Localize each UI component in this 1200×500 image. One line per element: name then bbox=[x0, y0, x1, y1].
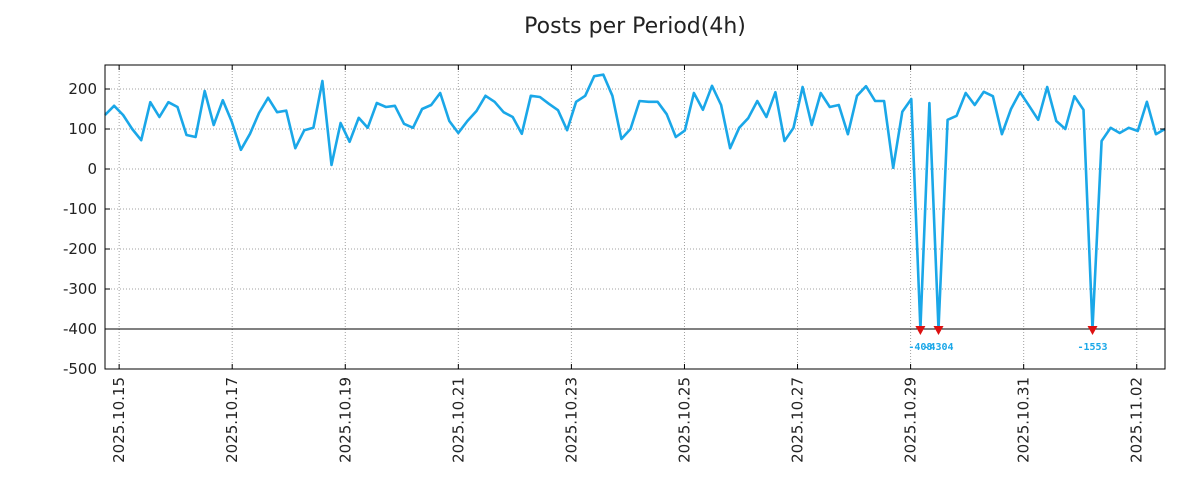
x-axis-ticks: 2025.10.15 2025.10.17 2025.10.19 2025.10.21… bbox=[110, 65, 1146, 463]
x-tick-label: 2025.10.27 bbox=[789, 377, 807, 463]
y-tick-label: 100 bbox=[68, 120, 97, 138]
x-tick-label: 2025.10.17 bbox=[223, 377, 241, 463]
grid-layer bbox=[105, 65, 1165, 369]
annotation-label: -1553 bbox=[1077, 342, 1107, 353]
y-tick-label: 200 bbox=[68, 80, 97, 98]
x-tick-label: 2025.11.02 bbox=[1128, 377, 1146, 463]
annotation-label: -408 bbox=[908, 342, 932, 353]
y-tick-label: -200 bbox=[63, 240, 97, 258]
x-tick-label: 2025.10.19 bbox=[336, 377, 354, 463]
y-tick-label: -100 bbox=[63, 200, 97, 218]
x-tick-label: 2025.10.15 bbox=[110, 377, 128, 463]
y-tick-label: -500 bbox=[63, 360, 97, 378]
x-tick-label: 2025.10.21 bbox=[449, 377, 467, 463]
plot-border bbox=[104, 64, 1166, 370]
clip-marker bbox=[915, 326, 926, 335]
x-tick-label: 2025.10.31 bbox=[1015, 377, 1033, 463]
annotation-label: -4304 bbox=[923, 342, 953, 353]
x-tick-label: 2025.10.23 bbox=[562, 377, 580, 463]
plot-frame bbox=[104, 64, 1166, 370]
chart-title: Posts per Period(4h) bbox=[524, 14, 746, 39]
y-axis-ticks: 200 100 0 -100 -200 -300 -400 -500 bbox=[63, 80, 1165, 378]
y-tick-label: -300 bbox=[63, 280, 97, 298]
series-line bbox=[104, 73, 1166, 331]
clip-marker bbox=[933, 326, 944, 335]
series-layer bbox=[104, 73, 1166, 331]
x-tick-label: 2025.10.25 bbox=[675, 377, 693, 463]
marker-layer: -408-4304 -1553 bbox=[908, 326, 1108, 353]
y-tick-label: -400 bbox=[63, 320, 97, 338]
x-tick-label: 2025.10.29 bbox=[902, 377, 920, 463]
clip-marker bbox=[1087, 326, 1098, 335]
y-tick-label: 0 bbox=[87, 160, 97, 178]
